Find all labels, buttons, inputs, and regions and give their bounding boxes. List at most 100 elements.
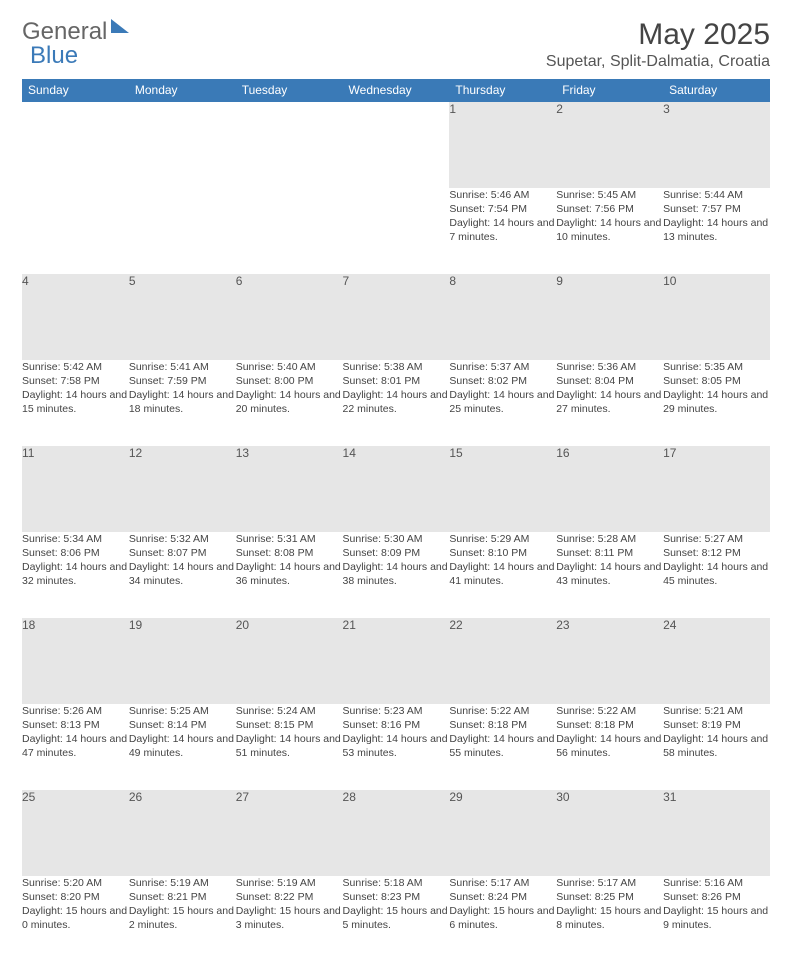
daylight-text: Daylight: 14 hours and 49 minutes.	[129, 732, 236, 760]
sunrise-text: Sunrise: 5:21 AM	[663, 704, 770, 718]
sunrise-text: Sunrise: 5:40 AM	[236, 360, 343, 374]
sunset-text: Sunset: 7:56 PM	[556, 202, 663, 216]
daylight-text: Daylight: 14 hours and 45 minutes.	[663, 560, 770, 588]
sunset-text: Sunset: 7:58 PM	[22, 374, 129, 388]
sunset-text: Sunset: 8:05 PM	[663, 374, 770, 388]
sunrise-text: Sunrise: 5:30 AM	[343, 532, 450, 546]
sunrise-text: Sunrise: 5:46 AM	[449, 188, 556, 202]
sunset-text: Sunset: 8:08 PM	[236, 546, 343, 560]
empty-cell	[22, 102, 129, 188]
daylight-text: Daylight: 15 hours and 3 minutes.	[236, 904, 343, 932]
day-cell: Sunrise: 5:21 AMSunset: 8:19 PMDaylight:…	[663, 704, 770, 790]
sunrise-text: Sunrise: 5:18 AM	[343, 876, 450, 890]
sunset-text: Sunset: 8:15 PM	[236, 718, 343, 732]
day-number: 16	[556, 446, 663, 532]
weekday-header: Saturday	[663, 79, 770, 102]
day-cell: Sunrise: 5:34 AMSunset: 8:06 PMDaylight:…	[22, 532, 129, 618]
empty-cell	[22, 188, 129, 274]
month-title: May 2025	[546, 18, 770, 51]
daylight-text: Daylight: 15 hours and 2 minutes.	[129, 904, 236, 932]
sunrise-text: Sunrise: 5:17 AM	[449, 876, 556, 890]
daylight-text: Daylight: 14 hours and 13 minutes.	[663, 216, 770, 244]
sunrise-text: Sunrise: 5:26 AM	[22, 704, 129, 718]
daylight-text: Daylight: 15 hours and 6 minutes.	[449, 904, 556, 932]
daylight-text: Daylight: 14 hours and 29 minutes.	[663, 388, 770, 416]
day-number: 31	[663, 790, 770, 876]
sunrise-text: Sunrise: 5:19 AM	[129, 876, 236, 890]
day-number-row: 25262728293031	[22, 790, 770, 876]
day-number: 25	[22, 790, 129, 876]
day-number-row: 11121314151617	[22, 446, 770, 532]
sunrise-text: Sunrise: 5:28 AM	[556, 532, 663, 546]
day-number: 7	[343, 274, 450, 360]
daylight-text: Daylight: 14 hours and 18 minutes.	[129, 388, 236, 416]
sunrise-text: Sunrise: 5:44 AM	[663, 188, 770, 202]
sunset-text: Sunset: 8:09 PM	[343, 546, 450, 560]
sunset-text: Sunset: 8:02 PM	[449, 374, 556, 388]
daylight-text: Daylight: 14 hours and 51 minutes.	[236, 732, 343, 760]
day-data-row: Sunrise: 5:42 AMSunset: 7:58 PMDaylight:…	[22, 360, 770, 446]
sunrise-text: Sunrise: 5:25 AM	[129, 704, 236, 718]
daylight-text: Daylight: 15 hours and 0 minutes.	[22, 904, 129, 932]
weekday-header: Tuesday	[236, 79, 343, 102]
day-cell: Sunrise: 5:24 AMSunset: 8:15 PMDaylight:…	[236, 704, 343, 790]
day-number: 17	[663, 446, 770, 532]
sunset-text: Sunset: 8:16 PM	[343, 718, 450, 732]
daylight-text: Daylight: 14 hours and 34 minutes.	[129, 560, 236, 588]
daylight-text: Daylight: 14 hours and 58 minutes.	[663, 732, 770, 760]
day-cell: Sunrise: 5:22 AMSunset: 8:18 PMDaylight:…	[449, 704, 556, 790]
sunrise-text: Sunrise: 5:19 AM	[236, 876, 343, 890]
sunset-text: Sunset: 8:26 PM	[663, 890, 770, 904]
weekday-header: Friday	[556, 79, 663, 102]
daylight-text: Daylight: 14 hours and 55 minutes.	[449, 732, 556, 760]
day-number: 5	[129, 274, 236, 360]
day-number: 28	[343, 790, 450, 876]
daylight-text: Daylight: 14 hours and 43 minutes.	[556, 560, 663, 588]
logo-text-blue: Blue	[30, 42, 78, 70]
sunrise-text: Sunrise: 5:38 AM	[343, 360, 450, 374]
day-number: 10	[663, 274, 770, 360]
weekday-header: Wednesday	[343, 79, 450, 102]
day-number: 30	[556, 790, 663, 876]
sunset-text: Sunset: 8:04 PM	[556, 374, 663, 388]
day-cell: Sunrise: 5:42 AMSunset: 7:58 PMDaylight:…	[22, 360, 129, 446]
weekday-header: Sunday	[22, 79, 129, 102]
day-number: 22	[449, 618, 556, 704]
logo-triangle-icon	[111, 19, 129, 33]
sunset-text: Sunset: 7:59 PM	[129, 374, 236, 388]
daylight-text: Daylight: 14 hours and 25 minutes.	[449, 388, 556, 416]
sunrise-text: Sunrise: 5:35 AM	[663, 360, 770, 374]
day-data-row: Sunrise: 5:26 AMSunset: 8:13 PMDaylight:…	[22, 704, 770, 790]
daylight-text: Daylight: 14 hours and 53 minutes.	[343, 732, 450, 760]
sunset-text: Sunset: 8:00 PM	[236, 374, 343, 388]
day-data-row: Sunrise: 5:46 AMSunset: 7:54 PMDaylight:…	[22, 188, 770, 274]
sunrise-text: Sunrise: 5:34 AM	[22, 532, 129, 546]
day-cell: Sunrise: 5:32 AMSunset: 8:07 PMDaylight:…	[129, 532, 236, 618]
day-number: 8	[449, 274, 556, 360]
day-number-row: 18192021222324	[22, 618, 770, 704]
empty-cell	[129, 188, 236, 274]
day-cell: Sunrise: 5:29 AMSunset: 8:10 PMDaylight:…	[449, 532, 556, 618]
sunrise-text: Sunrise: 5:32 AM	[129, 532, 236, 546]
day-number: 6	[236, 274, 343, 360]
daylight-text: Daylight: 14 hours and 47 minutes.	[22, 732, 129, 760]
empty-cell	[236, 102, 343, 188]
daylight-text: Daylight: 14 hours and 36 minutes.	[236, 560, 343, 588]
sunset-text: Sunset: 8:18 PM	[556, 718, 663, 732]
daylight-text: Daylight: 14 hours and 15 minutes.	[22, 388, 129, 416]
day-number: 29	[449, 790, 556, 876]
sunset-text: Sunset: 8:22 PM	[236, 890, 343, 904]
daylight-text: Daylight: 14 hours and 10 minutes.	[556, 216, 663, 244]
sunset-text: Sunset: 8:20 PM	[22, 890, 129, 904]
day-number: 23	[556, 618, 663, 704]
page-header: General May 2025 Supetar, Split-Dalmatia…	[22, 18, 770, 71]
sunset-text: Sunset: 8:01 PM	[343, 374, 450, 388]
day-number-row: 123	[22, 102, 770, 188]
day-number: 11	[22, 446, 129, 532]
sunrise-text: Sunrise: 5:22 AM	[449, 704, 556, 718]
location-text: Supetar, Split-Dalmatia, Croatia	[546, 53, 770, 71]
day-cell: Sunrise: 5:41 AMSunset: 7:59 PMDaylight:…	[129, 360, 236, 446]
daylight-text: Daylight: 15 hours and 9 minutes.	[663, 904, 770, 932]
sunset-text: Sunset: 8:06 PM	[22, 546, 129, 560]
calendar-header-row: Sunday Monday Tuesday Wednesday Thursday…	[22, 79, 770, 102]
